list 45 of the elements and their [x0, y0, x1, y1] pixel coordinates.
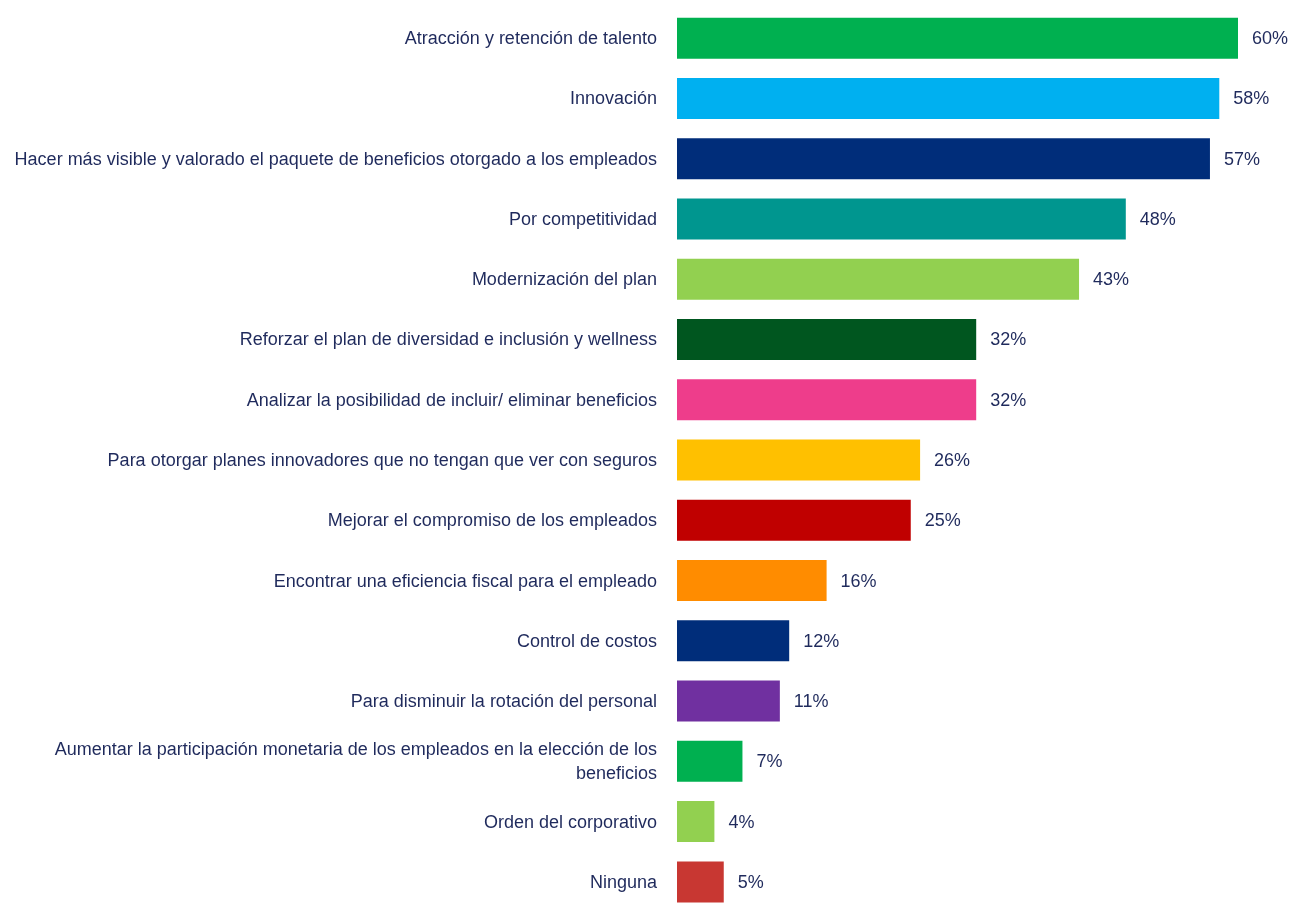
bar [677, 17, 1238, 59]
bar [677, 680, 780, 722]
data-label: 57% [1223, 148, 1260, 169]
bar [677, 379, 977, 421]
y-tick-label: Para otorgar planes innovadores que no tengan que ver con seguros [107, 450, 657, 470]
y-tick-label: Aumentar la participación monetaria de los empleados en la elección de los beneficios [54, 739, 657, 784]
y-tick-label: Modernización del plan [471, 269, 657, 290]
y-tick-label: Orden del corporativo [483, 811, 657, 832]
bar [677, 198, 1126, 240]
data-label: 25% [924, 510, 961, 531]
data-label: 58% [1233, 88, 1270, 109]
bar [677, 740, 743, 782]
y-tick-label: Analizar la posibilidad de incluir/ eliminar beneficios [246, 389, 657, 410]
y-tick-label: Ninguna [589, 871, 658, 892]
data-label: 26% [934, 450, 971, 471]
data-label: 5% [737, 871, 764, 892]
bar [677, 620, 790, 662]
y-tick-label: Para disminuir la rotación del personal [350, 691, 657, 712]
data-label: 4% [728, 811, 755, 832]
data-label: 43% [1093, 269, 1130, 290]
data-label: 16% [840, 570, 877, 591]
y-tick-label: Control de costos [516, 630, 657, 651]
data-label: 11% [793, 691, 829, 712]
bar [677, 77, 1220, 119]
data-label: 48% [1139, 208, 1176, 229]
bar [677, 861, 724, 903]
y-tick-label: Atracción y retención de talento [404, 28, 657, 49]
y-tick-label: Por competitividad [508, 208, 657, 229]
bar [677, 499, 911, 541]
data-label: 7% [756, 751, 783, 772]
data-label: 12% [803, 630, 840, 651]
y-tick-label: Mejorar el compromiso de los empleados [327, 510, 657, 531]
bar [677, 439, 921, 481]
y-tick-label: Innovación [569, 88, 657, 109]
y-tick-label: Encontrar una eficiencia fiscal para el empleado [273, 570, 657, 591]
bar [677, 258, 1080, 300]
bar [677, 801, 715, 843]
y-tick-label: Hacer más visible y valorado el paquete de beneficios otorgado a los empleados [14, 148, 657, 169]
y-tick-label: Reforzar el plan de diversidad e inclusión y wellness [239, 329, 657, 350]
data-label: 32% [990, 389, 1027, 410]
bar [677, 560, 827, 602]
data-label: 60% [1252, 28, 1289, 49]
data-label: 32% [990, 329, 1027, 350]
bar [677, 138, 1210, 180]
bar [677, 318, 977, 360]
